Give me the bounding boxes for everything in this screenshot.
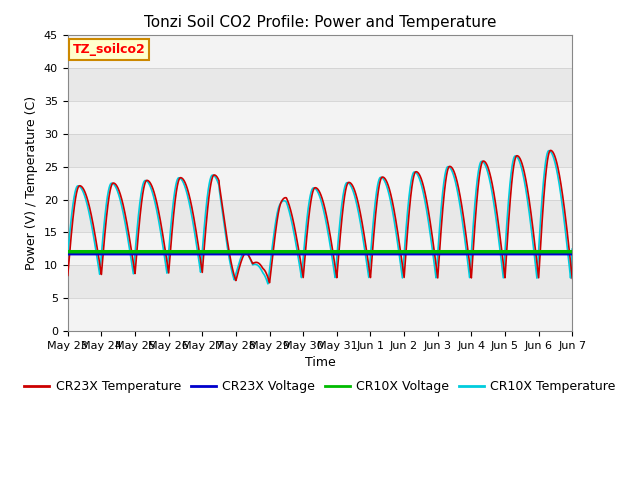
X-axis label: Time: Time	[305, 356, 335, 369]
Text: TZ_soilco2: TZ_soilco2	[73, 43, 145, 56]
Bar	[68, 167, 572, 200]
Bar	[68, 232, 572, 265]
Title: Tonzi Soil CO2 Profile: Power and Temperature: Tonzi Soil CO2 Profile: Power and Temper…	[144, 15, 496, 30]
Bar	[68, 101, 572, 134]
Bar	[68, 298, 572, 331]
Bar	[68, 36, 572, 68]
Y-axis label: Power (V) / Temperature (C): Power (V) / Temperature (C)	[26, 96, 38, 270]
Legend: CR23X Temperature, CR23X Voltage, CR10X Voltage, CR10X Temperature: CR23X Temperature, CR23X Voltage, CR10X …	[19, 375, 621, 398]
